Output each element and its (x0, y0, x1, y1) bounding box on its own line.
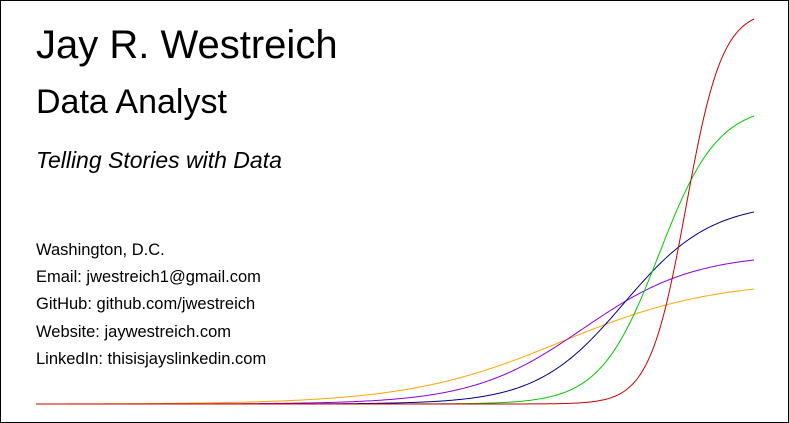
contact-email: Email: jwestreich1@gmail.com (36, 268, 261, 287)
job-title: Data Analyst (36, 83, 227, 121)
contact-location: Washington, D.C. (36, 241, 165, 259)
contact-linkedin: LinkedIn: thisisjayslinkedin.com (36, 349, 267, 368)
contact-website: Website: jaywestreich.com (36, 322, 232, 341)
tagline: Telling Stories with Data (36, 147, 282, 173)
person-name: Jay R. Westreich (36, 23, 338, 67)
curve-red (36, 18, 755, 405)
contact-list: Washington, D.C. Email: jwestreich1@gmai… (36, 237, 266, 373)
contact-github: GitHub: github.com/jwestreich (36, 295, 256, 314)
